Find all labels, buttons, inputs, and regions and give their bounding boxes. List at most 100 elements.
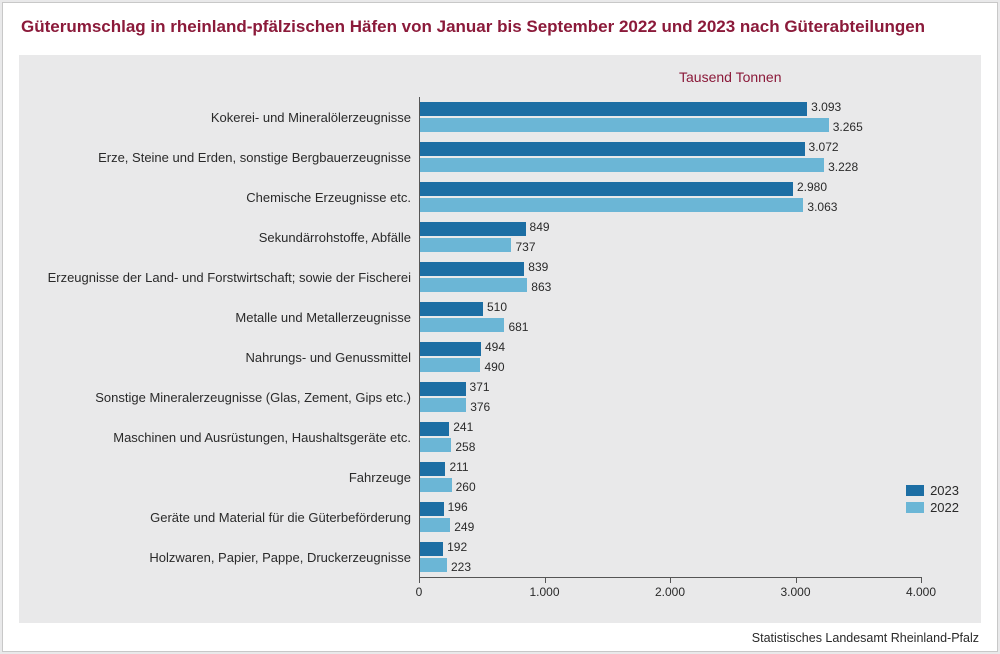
bar-2022 [419,358,480,372]
value-label-2022: 3.228 [828,160,858,174]
bar-2022 [419,278,527,292]
bar-group: 371376 [419,381,921,413]
bar-group: 839863 [419,261,921,293]
bar-group: 3.072 3.228 [419,141,921,173]
legend-item: 2022 [906,500,959,515]
x-tick [545,577,546,583]
category-row: Kokerei- und Mineralölerzeugnisse3.0933.… [19,97,981,137]
category-label: Holzwaren, Papier, Pappe, Druckerzeugnis… [149,537,419,577]
bar-group: 241258 [419,421,921,453]
bar-group: 2.980 3.063 [419,181,921,213]
bar-2022 [419,318,504,332]
value-label-2023: 839 [528,260,548,274]
bar-group: 192223 [419,541,921,573]
bar-2022 [419,478,452,492]
bar-group: 3.093 3.265 [419,101,921,133]
x-tick-label: 2.000 [655,585,685,599]
bar-2022 [419,438,451,452]
x-tick-label: 0 [416,585,423,599]
value-label-2022: 681 [508,320,528,334]
x-tick-label: 1.000 [529,585,559,599]
x-tick-label: 4.000 [906,585,936,599]
bar-2022 [419,558,447,572]
value-label-2022: 249 [454,520,474,534]
bar-2023 [419,102,807,116]
legend-swatch [906,502,924,513]
x-tick [670,577,671,583]
value-label-2022: 223 [451,560,471,574]
category-label: Erze, Steine und Erden, sonstige Bergbau… [98,137,419,177]
category-row: Erzeugnisse der Land- und Forstwirtschaf… [19,257,981,297]
category-label: Chemische Erzeugnisse etc. [246,177,419,217]
bar-2023 [419,462,445,476]
legend-label: 2023 [930,483,959,498]
chart-title: Güterumschlag in rheinland-pfälzischen H… [3,3,997,43]
bar-2023 [419,182,793,196]
bar-2022 [419,198,803,212]
value-label-2022: 863 [531,280,551,294]
bar-group: 196249 [419,501,921,533]
x-tick-label: 3.000 [780,585,810,599]
category-label: Erzeugnisse der Land- und Forstwirtschaf… [48,257,419,297]
legend-label: 2022 [930,500,959,515]
category-row: Fahrzeuge211260 [19,457,981,497]
bar-2023 [419,382,466,396]
value-label-2023: 3.072 [809,140,839,154]
value-label-2023: 241 [453,420,473,434]
value-label-2023: 196 [448,500,468,514]
y-axis-line [419,97,420,577]
x-axis-line: 01.0002.0003.0004.000 [419,577,921,578]
value-label-2023: 3.093 [811,100,841,114]
bar-2023 [419,302,483,316]
unit-label: Tausend Tonnen [679,69,782,85]
chart-frame: Güterumschlag in rheinland-pfälzischen H… [2,2,998,652]
value-label-2022: 258 [455,440,475,454]
category-row: Chemische Erzeugnisse etc. 2.980 3.063 [19,177,981,217]
value-label-2022: 260 [456,480,476,494]
category-label: Kokerei- und Mineralölerzeugnisse [211,97,419,137]
bar-2023 [419,502,444,516]
value-label-2022: 3.063 [807,200,837,214]
category-row: Sekundärrohstoffe, Abfälle849737 [19,217,981,257]
x-tick [796,577,797,583]
value-label-2023: 2.980 [797,180,827,194]
x-tick [419,577,420,583]
value-label-2023: 192 [447,540,467,554]
legend-item: 2023 [906,483,959,498]
value-label-2023: 849 [530,220,550,234]
value-label-2022: 3.265 [833,120,863,134]
bar-2022 [419,158,824,172]
plot-area: Tausend Tonnen Kokerei- und Mineralölerz… [19,55,981,623]
category-label: Sekundärrohstoffe, Abfälle [259,217,419,257]
value-label-2022: 490 [484,360,504,374]
legend: 2023 2022 [906,481,959,517]
bar-group: 211260 [419,461,921,493]
category-label: Geräte und Material für die Güterbeförde… [150,497,419,537]
bar-2023 [419,142,805,156]
bar-2023 [419,422,449,436]
bar-2023 [419,222,526,236]
category-row: Sonstige Mineralerzeugnisse (Glas, Zemen… [19,377,981,417]
value-label-2022: 376 [470,400,490,414]
bar-2023 [419,342,481,356]
category-label: Sonstige Mineralerzeugnisse (Glas, Zemen… [95,377,419,417]
value-label-2023: 494 [485,340,505,354]
bar-2022 [419,518,450,532]
value-label-2023: 371 [470,380,490,394]
bar-group: 494490 [419,341,921,373]
bar-2022 [419,398,466,412]
bar-2023 [419,542,443,556]
bar-2023 [419,262,524,276]
category-row: Geräte und Material für die Güterbeförde… [19,497,981,537]
category-label: Fahrzeuge [349,457,419,497]
x-tick [921,577,922,583]
category-label: Nahrungs- und Genussmittel [246,337,419,377]
category-row: Erze, Steine und Erden, sonstige Bergbau… [19,137,981,177]
category-label: Metalle und Metallerzeugnisse [235,297,419,337]
category-row: Holzwaren, Papier, Pappe, Druckerzeugnis… [19,537,981,577]
category-label: Maschinen und Ausrüstungen, Haushaltsger… [113,417,419,457]
category-row: Nahrungs- und Genussmittel494490 [19,337,981,377]
value-label-2023: 211 [449,460,468,474]
source-label: Statistisches Landesamt Rheinland-Pfalz [752,631,979,645]
category-row: Maschinen und Ausrüstungen, Haushaltsger… [19,417,981,457]
